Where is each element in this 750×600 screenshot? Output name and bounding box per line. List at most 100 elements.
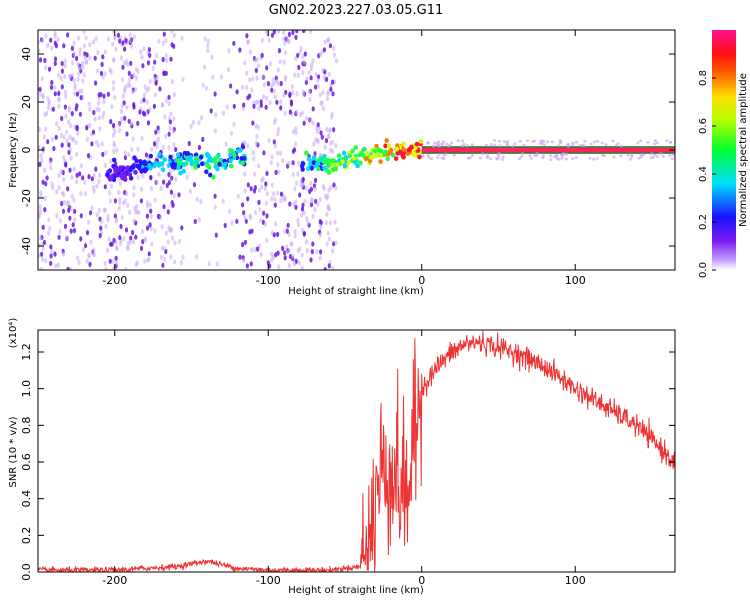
noise-dot (58, 229, 62, 235)
noise-dot (322, 74, 326, 80)
signal-point (238, 147, 243, 153)
noise-dot (255, 133, 259, 139)
noise-dot (132, 239, 136, 245)
noise-dot (103, 261, 107, 267)
noise-dot (149, 226, 153, 232)
noise-dot (245, 70, 249, 76)
noise-dot (145, 99, 149, 105)
noise-dot (97, 115, 101, 121)
noise-dot (39, 235, 43, 241)
noise-dot (66, 266, 70, 270)
signal-point (347, 153, 352, 159)
noise-dot (38, 212, 41, 218)
noise-dot (273, 143, 277, 149)
noise-dot (140, 229, 145, 235)
noise-dot (287, 263, 292, 269)
noise-dot (325, 95, 329, 102)
sideband-dot (571, 157, 575, 161)
noise-dot (329, 185, 333, 191)
sideband-dot (539, 139, 543, 143)
noise-dot (206, 48, 210, 54)
noise-dot (149, 214, 153, 220)
sideband-dot (592, 140, 597, 144)
noise-dot (316, 201, 320, 207)
noise-dot (312, 141, 316, 147)
noise-dot (128, 32, 132, 38)
noise-dot (62, 43, 66, 49)
noise-dot (238, 47, 242, 53)
noise-dot (109, 69, 113, 75)
noise-dot (67, 105, 72, 111)
noise-dot (171, 235, 175, 241)
sideband-dot (630, 155, 634, 158)
noise-dot (81, 78, 85, 84)
noise-dot (268, 263, 272, 269)
noise-dot (126, 245, 130, 251)
noise-dot (52, 145, 56, 152)
noise-dot (94, 166, 98, 172)
noise-dot (270, 87, 274, 93)
sideband-dot (546, 140, 550, 144)
noise-dot (163, 256, 167, 263)
noise-dot (242, 102, 246, 108)
noise-dot (313, 206, 317, 212)
signal-point (137, 163, 142, 169)
noise-dot (311, 241, 315, 247)
noise-dot (73, 208, 77, 214)
noise-dot (318, 92, 322, 98)
noise-dot (81, 60, 85, 66)
noise-dot (277, 30, 281, 34)
noise-dot (328, 220, 332, 226)
noise-dot (141, 63, 145, 69)
noise-dot (77, 71, 81, 77)
noise-dot (117, 122, 121, 128)
sideband-dot (541, 156, 545, 160)
noise-dot (96, 100, 101, 106)
noise-dot (49, 84, 54, 90)
noise-dot (72, 91, 76, 97)
noise-dot (282, 59, 286, 65)
noise-dot (41, 37, 45, 43)
sideband-dot (602, 154, 606, 158)
noise-dot (104, 223, 108, 230)
noise-dot (279, 99, 283, 105)
noise-dot (262, 82, 267, 88)
signal-point (383, 143, 388, 149)
noise-dot (201, 136, 205, 142)
noise-dot (199, 198, 203, 205)
noise-dot (44, 258, 48, 264)
noise-dot (50, 181, 54, 187)
noise-dot (40, 251, 44, 257)
noise-dot (275, 99, 279, 105)
noise-dot (153, 92, 157, 98)
signal-point (378, 152, 383, 158)
noise-dot (115, 147, 119, 153)
noise-dot (270, 154, 274, 160)
noise-dot (41, 148, 45, 154)
noise-dot (75, 55, 79, 62)
noise-dot (84, 35, 88, 41)
noise-dot (57, 96, 61, 102)
signal-point (346, 159, 351, 165)
sideband-dot (502, 140, 506, 143)
noise-dot (38, 86, 42, 92)
noise-dot (72, 166, 76, 172)
noise-dot (284, 50, 288, 56)
noise-dot (277, 264, 281, 270)
noise-dot (302, 210, 306, 216)
noise-dot (79, 163, 83, 169)
noise-dot (264, 181, 268, 187)
noise-dot (197, 120, 201, 126)
signal-point (337, 153, 342, 159)
noise-dot (301, 91, 305, 97)
noise-dot (79, 191, 83, 197)
noise-dot (112, 142, 116, 148)
sideband-dot (460, 144, 464, 148)
noise-dot (110, 183, 114, 189)
noise-dot (279, 150, 283, 156)
noise-dot (136, 68, 140, 75)
sideband-dot (460, 139, 465, 143)
sideband-dot (445, 142, 449, 146)
noise-dot (170, 78, 174, 85)
snr-xlabel: Height of straight line (km) (288, 585, 424, 596)
